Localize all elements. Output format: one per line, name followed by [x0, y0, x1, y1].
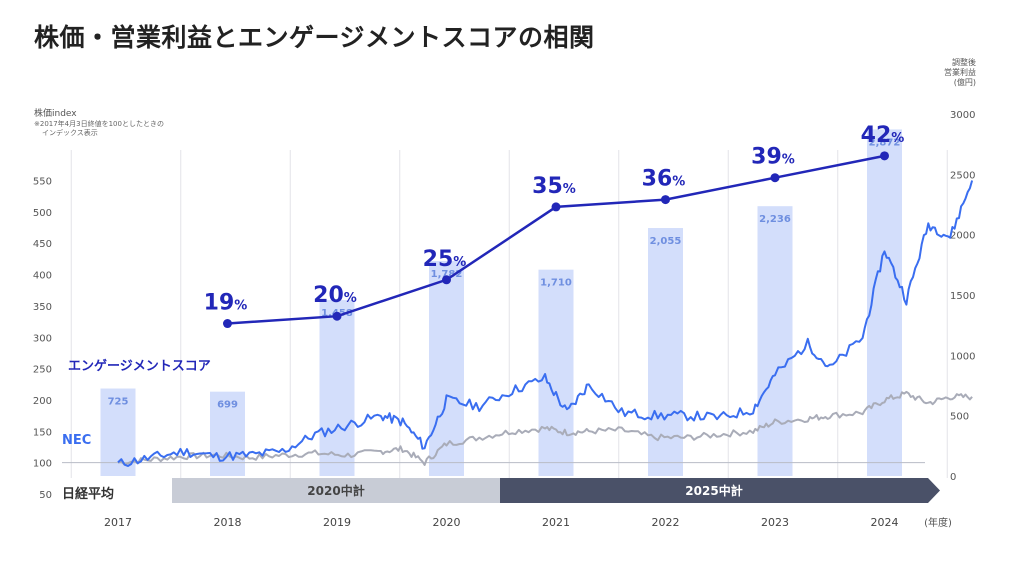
year-label: 2024: [871, 516, 899, 529]
engagement-score-label: 39%: [751, 145, 795, 170]
engagement-series-label: エンゲージメントスコア: [68, 358, 211, 374]
right-tick-label: 0: [950, 472, 956, 483]
nikkei-series-label: 日経平均: [62, 486, 114, 502]
left-tick-label: 100: [33, 459, 52, 470]
left-axis-title: 株価index: [34, 109, 77, 119]
left-tick-label: 250: [33, 365, 52, 376]
left-tick-label: 150: [33, 427, 52, 438]
profit-bar-label: 699: [217, 400, 238, 411]
profit-bar: [319, 300, 355, 476]
year-label: 2023: [761, 516, 789, 529]
engagement-score-point: [770, 173, 780, 183]
engagement-score-label: 20%: [313, 283, 357, 308]
left-tick-label: 350: [33, 302, 52, 313]
engagement-score-label: 35%: [532, 174, 576, 199]
engagement-score-point: [661, 195, 670, 205]
engagement-score-point: [223, 319, 232, 329]
right-axis-title-line2: 営業利益: [944, 68, 976, 77]
right-axis-title-line1: 調整後: [952, 58, 976, 67]
left-tick-label: 500: [33, 208, 52, 219]
profit-bar-label: 725: [108, 397, 129, 408]
year-label: 2019: [323, 516, 351, 529]
profit-bar: [648, 228, 683, 476]
profit-bar: [757, 206, 793, 476]
engagement-score-label: 42%: [861, 123, 905, 148]
year-label: 2022: [652, 516, 680, 529]
profit-bar: [538, 269, 574, 476]
engagement-score-point: [332, 311, 342, 321]
engagement-score-point: [442, 275, 451, 285]
left-tick-label: 450: [33, 239, 52, 250]
right-tick-label: 500: [950, 412, 969, 423]
left-axis-note: 株価index ※2017年4月3日終値を100としたときの インデックス表示: [34, 108, 164, 138]
right-tick-label: 1000: [950, 351, 975, 362]
year-unit-label: (年度): [924, 516, 952, 529]
profit-bar-label: 2,055: [650, 236, 682, 247]
nec-index-line: [117, 180, 974, 467]
year-label: 2017: [104, 516, 132, 529]
engagement-score-point: [880, 151, 889, 161]
engagement-score-point: [551, 202, 561, 212]
page-title: 株価・営業利益とエンゲージメントスコアの相関: [34, 23, 595, 52]
right-tick-label: 1500: [950, 291, 975, 302]
right-axis-title: 調整後 営業利益 (億円): [916, 58, 976, 88]
engagement-score-label: 19%: [204, 291, 248, 316]
year-label: 2020: [433, 516, 461, 529]
left-axis-note-line2: インデックス表示: [42, 129, 98, 137]
profit-bar: [867, 129, 902, 477]
profit-bar-label: 2,236: [759, 214, 791, 225]
plan-2020-label: 2020中計: [307, 483, 364, 498]
engagement-score-label: 25%: [423, 247, 467, 272]
plan-2025-label: 2025中計: [685, 483, 742, 498]
profit-bar: [210, 391, 245, 476]
right-tick-label: 3000: [950, 110, 975, 121]
right-axis-title-line3: (億円): [953, 78, 976, 87]
nikkei-index-line: [117, 390, 973, 466]
nec-series-label: NEC: [62, 433, 91, 448]
left-tick-label: 200: [33, 396, 52, 407]
profit-bar-label: 1,782: [431, 269, 463, 280]
plan-2025-band: [500, 478, 940, 503]
plan-2020-band: [172, 478, 500, 503]
right-tick-label: 2500: [950, 170, 975, 181]
profit-bar: [429, 260, 464, 476]
engagement-score-label: 36%: [642, 167, 686, 192]
year-label: 2021: [542, 516, 570, 529]
year-label: 2018: [214, 516, 242, 529]
left-tick-label: 550: [33, 177, 52, 188]
left-tick-label: 300: [33, 333, 52, 344]
profit-bar-label: 2,872: [869, 137, 901, 148]
left-tick-label: 50: [39, 490, 52, 501]
profit-bar-label: 1,710: [540, 278, 572, 289]
right-tick-label: 2000: [950, 231, 975, 242]
left-tick-label: 400: [33, 271, 52, 282]
left-axis-note-line1: ※2017年4月3日終値を100としたときの: [34, 120, 164, 128]
